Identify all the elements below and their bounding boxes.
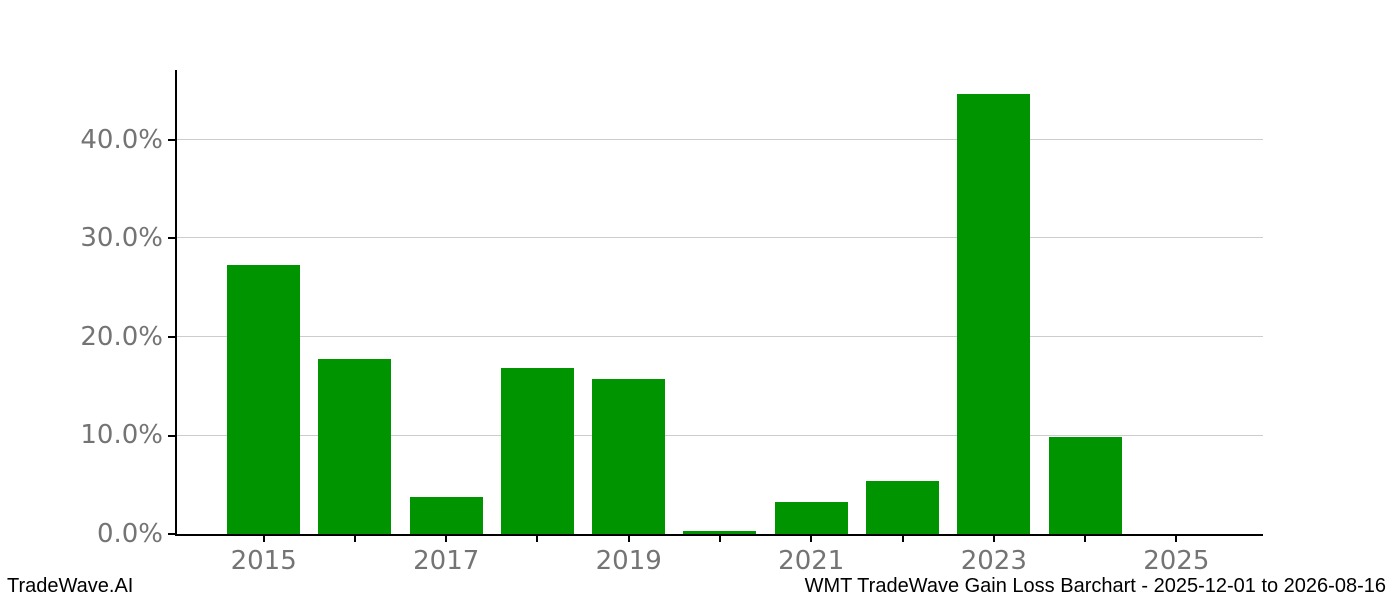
bar-2017 (409, 496, 483, 534)
plot-area: 0.0% 10.0% 20.0% 30.0% 40.0% 2015 2017 2019 2021… (80, 70, 1263, 576)
x-tick-mark (719, 536, 721, 542)
y-tick-label: 0.0% (96, 518, 163, 549)
x-tick-label-2017: 2017 (413, 546, 480, 576)
bar-2015 (227, 265, 301, 534)
brand-text: TradeWave.AI (7, 575, 134, 597)
y-tick-mark (168, 434, 175, 437)
bar-2022 (866, 480, 940, 534)
x-tick-label-2025: 2025 (1143, 546, 1210, 576)
x-tick-mark (901, 536, 904, 542)
bar-2024 (1048, 437, 1122, 534)
x-tick-mark (353, 536, 356, 542)
y-gridline-10.0% (177, 434, 1263, 436)
y-tick-mark (168, 237, 175, 240)
x-tick-mark (445, 536, 448, 542)
x-tick-label-2015: 2015 (230, 546, 297, 576)
bar-2019 (592, 379, 666, 534)
y-tick-label: 40.0% (80, 124, 163, 155)
y-gridline-20.0% (177, 335, 1263, 337)
x-tick-mark (1084, 536, 1087, 542)
x-tick-label-2021: 2021 (778, 546, 845, 576)
x-tick-mark (262, 536, 265, 542)
chart-caption: WMT TradeWave Gain Loss Barchart - 2025-… (804, 575, 1386, 597)
x-tick-mark (627, 536, 630, 542)
y-tick-mark (168, 335, 175, 338)
bar-2020 (683, 531, 757, 534)
y-tick-mark (168, 138, 175, 141)
y-tick-label: 30.0% (80, 223, 163, 254)
y-tick-mark (168, 533, 175, 535)
y-gridline-30.0% (177, 237, 1263, 239)
y-tick-label: 10.0% (80, 420, 163, 451)
bar-2016 (318, 358, 392, 534)
x-tick-label-2019: 2019 (595, 546, 662, 576)
x-tick-mark (992, 536, 995, 542)
x-tick-mark (810, 536, 813, 542)
x-tick-mark (1175, 536, 1178, 542)
bar-2018 (500, 367, 574, 534)
bar-2021 (774, 501, 848, 534)
x-tick-mark (536, 536, 539, 542)
y-tick-label: 20.0% (80, 321, 163, 352)
x-tick-label-2023: 2023 (960, 546, 1027, 576)
y-gridline-40.0% (177, 138, 1263, 140)
bar-2023 (957, 93, 1031, 534)
